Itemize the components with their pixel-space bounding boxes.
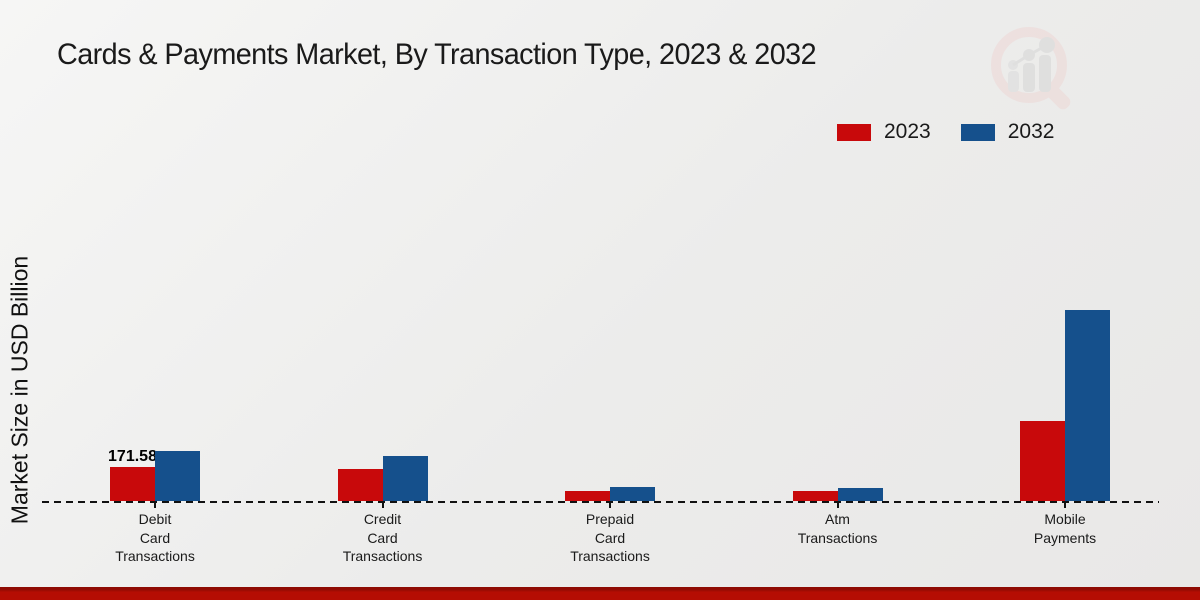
legend-item-2023: 2023: [837, 120, 931, 144]
x-axis-baseline: [42, 501, 1159, 503]
bar-debit-card-transactions-2032: [155, 451, 200, 501]
category-label-prepaid-card-transactions: Prepaid Card Transactions: [570, 511, 650, 564]
x-axis-tick: [381, 503, 384, 508]
chart-title: Cards & Payments Market, By Transaction …: [57, 38, 817, 71]
legend-item-2032: 2032: [960, 120, 1055, 144]
bar-value-label: 171.58: [108, 448, 157, 465]
category-label-atm-transactions: Atm Transactions: [797, 511, 878, 546]
bar-prepaid-card-transactions-2032: [610, 487, 655, 501]
magnifier-bar-chart-logo-icon: [991, 27, 1071, 110]
legend-label: 2032: [1007, 120, 1055, 143]
bar-mobile-payments-2023: [1020, 421, 1065, 501]
legend-swatch-2032: [960, 123, 995, 141]
legend-swatch-2023: [837, 123, 871, 141]
bar-atm-transactions-2023: [792, 491, 838, 501]
bar-prepaid-card-transactions-2023: [565, 491, 610, 501]
bar-mobile-payments-2032: [1065, 310, 1110, 501]
category-label-debit-card-transactions: Debit Card Transactions: [115, 511, 195, 564]
x-axis-tick: [154, 503, 156, 508]
bar-atm-transactions-2032: [837, 488, 883, 501]
x-axis-tick: [836, 503, 839, 508]
x-axis-tick: [1064, 503, 1066, 508]
category-label-mobile-payments: Mobile Payments: [1033, 511, 1097, 546]
bar-debit-card-transactions-2023: [110, 467, 155, 501]
bar-credit-card-transactions-2032: [382, 456, 428, 501]
x-axis-tick: [609, 503, 611, 508]
legend: 2023 2032: [837, 120, 1054, 144]
footer-accent-bar: [0, 587, 1200, 600]
legend-label: 2023: [884, 120, 931, 143]
category-label-credit-card-transactions: Credit Card Transactions: [342, 511, 423, 564]
bar-credit-card-transactions-2023: [337, 469, 383, 501]
